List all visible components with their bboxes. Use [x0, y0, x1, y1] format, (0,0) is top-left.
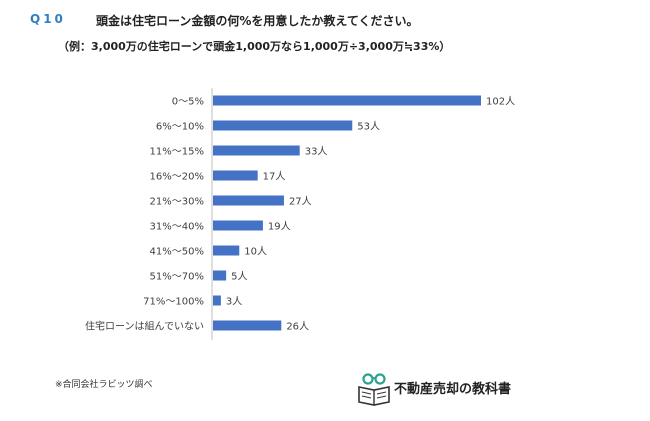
category-label: 11%〜15% — [150, 147, 204, 158]
book-logo-icon — [358, 373, 390, 406]
logo: 不動産売却の教科書 — [356, 370, 536, 408]
value-label: 19人 — [268, 221, 291, 233]
logo-text: 不動産売却の教科書 — [394, 382, 512, 397]
value-label: 53人 — [357, 121, 380, 133]
question-example: （例：3,000万の住宅ローンで頭金1,000万なら1,000万÷3,000万≒… — [58, 40, 451, 53]
category-label: 6%〜10% — [156, 122, 204, 133]
value-label: 17人 — [263, 171, 286, 183]
bar — [213, 195, 284, 206]
category-label: 51%〜70% — [150, 272, 204, 283]
category-label: 16%〜20% — [150, 172, 204, 183]
category-label: 41%〜50% — [150, 247, 204, 258]
value-label: 27人 — [289, 196, 312, 208]
bar — [213, 270, 227, 281]
bar — [213, 220, 263, 231]
value-label: 3人 — [226, 296, 242, 308]
bar — [213, 295, 221, 306]
question-text: 頭金は住宅ローン金額の何%を用意したか教えてください。 — [96, 14, 419, 28]
bar — [213, 170, 258, 181]
bar — [213, 245, 240, 256]
value-label: 102人 — [486, 96, 515, 108]
category-label: 21%〜30% — [150, 197, 204, 208]
category-label: 31%〜40% — [150, 222, 204, 233]
bar — [213, 95, 481, 106]
bar — [213, 120, 353, 131]
category-label: 住宅ローンは組んでいない — [85, 320, 204, 333]
bar — [213, 145, 300, 156]
bar — [213, 320, 282, 331]
question-number: Q10 — [30, 12, 66, 26]
value-label: 33人 — [305, 146, 328, 158]
bars-group: 0〜5% 102人 6%〜10% 53人 11%〜15% 33人 16%〜20% 17人 21%… — [85, 95, 515, 333]
category-label: 71%〜100% — [143, 297, 204, 308]
value-label: 10人 — [244, 246, 267, 258]
source-note: ※合同会社ラビッツ調べ — [55, 380, 153, 390]
value-label: 26人 — [286, 321, 309, 333]
category-label: 0〜5% — [172, 97, 204, 108]
bar-chart: 0〜5% 102人 6%〜10% 53人 11%〜15% 33人 16%〜20% 17人 21%… — [85, 88, 515, 340]
value-label: 5人 — [231, 271, 247, 283]
